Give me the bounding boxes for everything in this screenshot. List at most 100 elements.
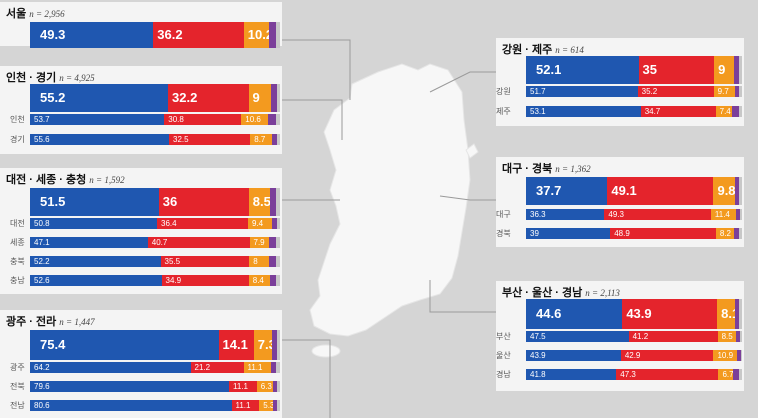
bar-segment-gray (738, 177, 742, 205)
sub-region-label: 경북 (496, 229, 511, 238)
bar-segment-gray (741, 350, 742, 361)
bar-segment-gray (276, 400, 280, 411)
bar-value-label: 7.4 (719, 107, 731, 116)
bar-value-label: 9 (252, 90, 260, 105)
bar-value-label: 51.7 (530, 87, 546, 96)
bar-value-label: 80.6 (34, 401, 50, 410)
bar-value-label: 75.4 (40, 337, 66, 352)
main-stacked-bar: 49.3 36.2 10.2 (30, 22, 280, 48)
bar-segment-purple (271, 362, 277, 373)
region-title: 대구 · 경북 n = 1,362 (502, 160, 591, 176)
sub-region-row: 인천 53.7 30.8 10.6 (0, 114, 282, 125)
sub-region-row: 제주 53.1 34.7 7.4 (496, 106, 744, 117)
bar-value-label: 42.9 (624, 351, 641, 360)
bar-segment-orange: 8.4 (248, 275, 270, 286)
bar-value-label: 11.1 (235, 401, 251, 410)
bar-value-label: 10.2 (247, 27, 270, 42)
sub-region-row: 대전 50.8 36.4 9.4 (0, 218, 282, 229)
bar-value-label: 21.2 (194, 363, 211, 372)
bar-value-label: 55.6 (34, 135, 50, 144)
bar-segment-gray (739, 209, 742, 220)
bar-segment-orange: 6.7 (718, 369, 733, 380)
bar-value-label: 8.2 (719, 229, 731, 238)
sub-region-row: 전북 79.6 11.1 6.3 (0, 381, 282, 392)
bar-value-label: 51.5 (40, 194, 66, 209)
bar-value-label: 8.7 (254, 135, 266, 144)
bar-value-label: 43.9 (626, 306, 652, 321)
bar-value-label: 9.4 (252, 219, 264, 228)
bar-segment-blue: 39 (526, 228, 611, 239)
bar-segment-purple (270, 188, 276, 216)
bar-segment-orange: 8.7 (250, 134, 272, 145)
bar-value-label: 41.2 (632, 332, 649, 341)
bar-segment-orange: 10.9 (713, 350, 737, 361)
bar-segment-blue: 52.2 (30, 256, 161, 267)
bar-segment-red: 47.3 (616, 369, 719, 380)
sub-region-label: 전남 (10, 401, 25, 410)
main-stacked-bar: 52.1 35 9 (526, 56, 742, 84)
bar-value-label: 39 (530, 229, 539, 238)
bar-segment-blue: 53.7 (30, 114, 165, 125)
bar-segment-blue: 47.5 (526, 331, 629, 342)
region-panel-incheon: 인천 · 경기 n = 4,925 55.2 32.2 9 인천 53.7 30.8 10.6 경… (0, 66, 282, 154)
sub-region-label: 전북 (10, 382, 25, 391)
bar-segment-red: 32.2 (168, 84, 249, 112)
bar-value-label: 35.5 (164, 257, 181, 266)
bar-segment-gray (276, 381, 280, 392)
region-panel-gwangju: 광주 · 전라n = 1,447 75.4 14.1 7.3 광주 64.2 21.2 11.… (0, 310, 282, 418)
bar-segment-red: 36.4 (157, 218, 248, 229)
bar-value-label: 9 (718, 62, 726, 77)
bar-value-label: 52.2 (34, 257, 50, 266)
bar-value-label: 36 (162, 194, 178, 209)
bar-segment-gray (275, 256, 280, 267)
bar-segment-purple (267, 114, 276, 125)
bar-segment-orange: 9 (248, 84, 271, 112)
sample-size: n = 1,362 (555, 164, 591, 174)
sub-stacked-bar: 41.8 47.3 6.7 (526, 369, 742, 380)
bar-segment-gray (739, 331, 742, 342)
bar-value-label: 34.9 (165, 276, 182, 285)
region-name: 광주 · 전라 (6, 316, 57, 328)
bar-segment-gray (275, 275, 280, 286)
bar-segment-blue: 51.7 (526, 86, 638, 97)
sub-region-row: 충북 52.2 35.5 8 (0, 256, 282, 267)
bar-segment-purple (272, 381, 277, 392)
bar-segment-orange: 7.9 (249, 237, 270, 248)
sub-region-row: 경북 39 48.9 8.2 (496, 228, 744, 239)
bar-value-label: 53.7 (34, 115, 50, 124)
bar-value-label: 10.9 (717, 351, 734, 360)
bar-segment-blue: 47.1 (30, 237, 148, 248)
bar-segment-blue: 41.8 (526, 369, 617, 380)
region-panel-seoul: 서울n = 2,956 49.3 36.2 10.2 (0, 2, 282, 48)
bar-segment-gray (738, 106, 742, 117)
sub-stacked-bar: 50.8 36.4 9.4 (30, 218, 280, 229)
sub-region-row: 충남 52.6 34.9 8.4 (0, 275, 282, 286)
sub-region-label: 제주 (496, 107, 511, 116)
sub-region-row: 강원 51.7 35.2 9.7 (496, 86, 744, 97)
sub-stacked-bar: 79.6 11.1 6.3 (30, 381, 280, 392)
sub-region-row: 울산 43.9 42.9 10.9 (496, 350, 744, 361)
bar-segment-blue: 36.3 (526, 209, 605, 220)
bar-value-label: 30.8 (168, 115, 184, 124)
bar-segment-orange: 8.5 (717, 331, 736, 342)
sub-region-label: 대구 (496, 210, 511, 219)
bar-segment-purple (734, 86, 739, 97)
bar-segment-red: 49.3 (604, 209, 711, 220)
sub-stacked-bar: 64.2 21.2 11.1 (30, 362, 280, 373)
bar-value-label: 52.6 (34, 276, 50, 285)
bar-value-label: 41.8 (530, 370, 546, 379)
bar-segment-blue: 43.9 (526, 350, 621, 361)
bar-segment-gray (276, 237, 280, 248)
bar-segment-gray (275, 22, 280, 48)
sub-region-label: 경남 (496, 370, 511, 379)
bar-value-label: 64.2 (34, 363, 50, 372)
sub-region-label: 인천 (10, 115, 25, 124)
main-stacked-bar: 75.4 14.1 7.3 (30, 330, 280, 360)
bar-segment-red: 11.1 (229, 381, 257, 392)
bar-segment-purple (733, 228, 739, 239)
bar-segment-orange: 9.8 (713, 177, 735, 205)
bar-value-label: 48.9 (614, 229, 630, 238)
bar-segment-gray (276, 218, 280, 229)
bar-value-label: 47.3 (620, 370, 636, 379)
bar-segment-blue: 51.5 (30, 188, 159, 216)
